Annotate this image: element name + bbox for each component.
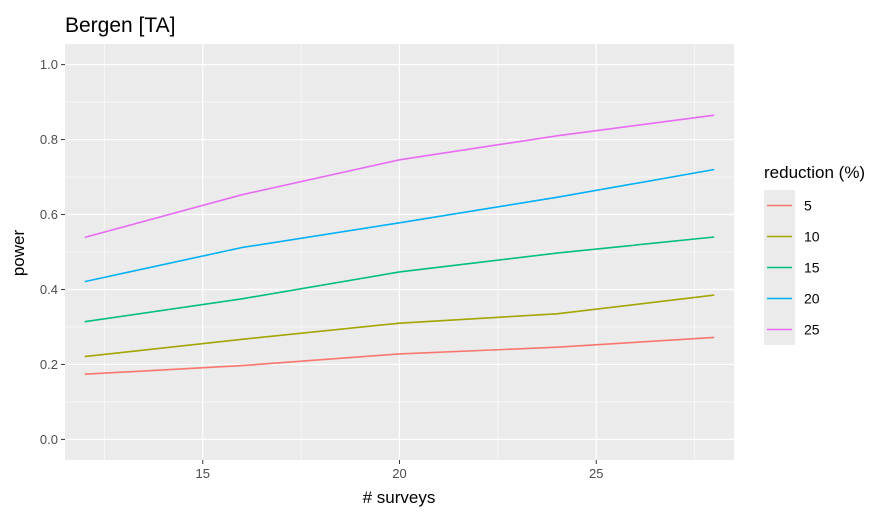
legend-title: reduction (%) bbox=[764, 163, 865, 182]
y-tick-label: 0.0 bbox=[40, 432, 58, 447]
legend-label: 15 bbox=[804, 260, 820, 276]
legend: reduction (%) 5 10 15 20 25 bbox=[764, 163, 865, 345]
legend-label: 20 bbox=[804, 291, 820, 307]
x-tick-label: 15 bbox=[196, 466, 210, 481]
y-tick-label: 0.6 bbox=[40, 207, 58, 222]
y-tick-label: 0.2 bbox=[40, 357, 58, 372]
legend-label: 25 bbox=[804, 322, 820, 338]
legend-label: 5 bbox=[804, 198, 812, 214]
series-lines bbox=[84, 114, 715, 375]
series-line-20 bbox=[84, 168, 715, 283]
legend-label: 10 bbox=[804, 229, 820, 245]
x-axis-title: # surveys bbox=[363, 488, 436, 507]
series-line-25 bbox=[84, 114, 715, 239]
y-tick-label: 0.8 bbox=[40, 132, 58, 147]
x-axis: 15 20 25 bbox=[196, 460, 603, 481]
x-tick-label: 25 bbox=[589, 466, 603, 481]
y-tick-label: 0.4 bbox=[40, 282, 58, 297]
y-axis-title: power bbox=[9, 230, 28, 277]
series-line-15 bbox=[84, 236, 715, 323]
legend-keys: 5 10 15 20 25 bbox=[764, 190, 820, 345]
series-line-10 bbox=[84, 294, 715, 358]
major-gridlines bbox=[65, 44, 734, 460]
y-tick-label: 1.0 bbox=[40, 57, 58, 72]
chart-title: Bergen [TA] bbox=[65, 14, 176, 37]
x-tick-label: 20 bbox=[392, 466, 406, 481]
series-line-5 bbox=[84, 336, 715, 375]
y-axis: 0.0 0.2 0.4 0.6 0.8 1.0 bbox=[40, 57, 65, 447]
